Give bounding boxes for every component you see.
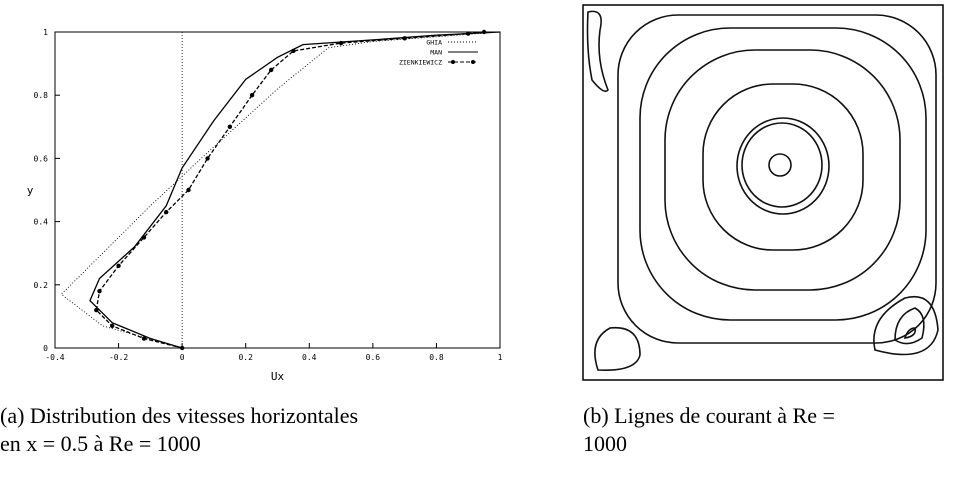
- caption: en x = 0.5 à Re = 1000: [0, 431, 201, 456]
- y-tick-label: 1: [43, 28, 48, 37]
- series-marker: [186, 187, 191, 193]
- streamline: [741, 122, 823, 208]
- series-marker: [205, 156, 210, 161]
- y-tick-label: 0.6: [34, 154, 49, 163]
- x-tick-label: 0.2: [238, 353, 253, 362]
- series-marker: [94, 307, 99, 313]
- streamline: [736, 117, 830, 215]
- series-marker: [141, 235, 147, 240]
- y-tick-label: 0.2: [34, 281, 49, 290]
- x-tick-label: 0.8: [429, 353, 444, 362]
- caption: (b) Lignes de courant à Re =: [583, 403, 835, 428]
- x-tick-label: -0.4: [45, 353, 64, 362]
- x-tick-label: 0: [180, 353, 185, 362]
- series-marker: [291, 48, 296, 54]
- series-marker: [481, 29, 487, 35]
- y-axis-label: y: [27, 184, 34, 197]
- series-marker: [466, 31, 471, 36]
- legend-marker: [451, 60, 455, 64]
- streamline: [664, 49, 901, 291]
- series-line: [89, 31, 501, 349]
- legend-label: GHIA: [426, 39, 442, 47]
- streamline-panel: [582, 4, 944, 381]
- series-marker: [97, 288, 102, 294]
- plot-frame: [54, 31, 501, 349]
- streamline: [617, 14, 937, 344]
- streamline: [768, 153, 792, 177]
- y-tick-label: 0: [43, 344, 48, 353]
- series-marker: [141, 336, 147, 341]
- series-marker: [116, 263, 121, 269]
- series-marker: [338, 40, 344, 46]
- series-marker: [179, 345, 185, 351]
- x-tick-label: 0.6: [366, 353, 381, 362]
- corner-vortex: [903, 327, 917, 340]
- y-tick-label: 0.8: [34, 91, 49, 100]
- streamline: [639, 27, 927, 321]
- legend-label: ZIENKIEWICZ: [399, 59, 442, 67]
- corner-vortex: [873, 295, 939, 356]
- cavity-box: [582, 4, 944, 381]
- streamline: [702, 83, 864, 251]
- corner-vortex: [586, 10, 609, 93]
- x-tick-label: -0.2: [109, 353, 128, 362]
- series-marker: [227, 124, 233, 129]
- caption: 1000: [583, 431, 627, 456]
- legend-marker: [471, 60, 475, 64]
- x-tick-label: 1: [498, 353, 503, 362]
- x-axis-label: Ux: [271, 370, 285, 383]
- series-marker: [402, 36, 407, 41]
- series-marker: [164, 209, 169, 215]
- series-marker: [268, 67, 274, 73]
- series-marker: [110, 323, 115, 329]
- y-tick-label: 0.4: [34, 218, 49, 227]
- x-tick-label: 0.4: [302, 353, 317, 362]
- corner-vortex: [594, 326, 641, 372]
- series-line: [95, 31, 485, 349]
- legend-label: MAN: [430, 49, 442, 57]
- corner-vortex: [894, 307, 925, 345]
- series-marker: [249, 93, 255, 98]
- caption: (a) Distribution des vitesses horizontal…: [0, 403, 358, 428]
- series-line: [60, 31, 501, 349]
